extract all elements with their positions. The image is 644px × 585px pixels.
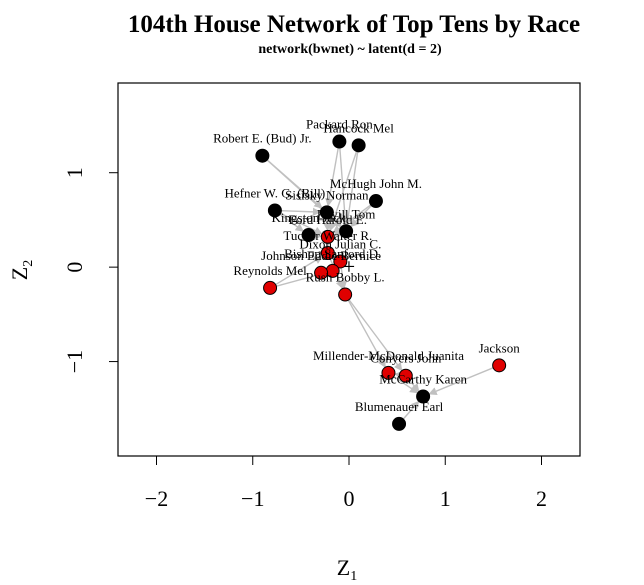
node-label-johnson-eddie-bernice: Johnson Eddie Bernice [261,248,381,263]
edge-hefner-w-g-bill-to-kingston-jack [279,213,305,232]
node-label-mchugh-john-m: McHugh John M. [330,176,422,191]
node-label-jackson: Jackson [479,340,521,355]
edge-bevill-tom-to-ford-harold-e [333,228,343,237]
node-jackson [492,358,507,373]
edge-hancock-mel-to-ford-harold-e [328,151,358,232]
node-label-bevill-tom: Bevill Tom [317,206,375,221]
node-label-millender-mcdonald-juanita: Millender-McDonald Juanita [313,348,464,363]
x-axis-label: Z1 [337,555,357,584]
node-ford-harold-e [320,229,335,244]
node-bevill-tom [339,224,354,239]
y-tick-label: 1 [62,167,87,178]
node-label-hefner-w-g-bill: Hefner W. G. (Bill) [225,185,326,200]
edge-rush-bobby-l-to-conyers-john [348,299,403,372]
x-tick-label: 2 [536,486,547,511]
nodes-layer [255,134,507,431]
y-tick-label: −1 [62,350,87,373]
node-label-sisisky-norman: Sisisky Norman [285,187,369,202]
edge-hefner-w-g-bill-to-sisisky-norman [281,207,322,217]
node-label-tucker-walter-r: Tucker Walter R. [283,228,372,243]
node-rush-bobby-l [338,287,353,302]
x-tick-label: 1 [440,486,451,511]
chart-subtitle: network(bwnet) ~ latent(d = 2) [258,42,442,57]
node-johnson-eddie-bernice [314,265,329,280]
edge-reynolds-mel-to-tucker-walter-r [275,255,323,286]
node-mccarthy-karen [416,389,431,404]
chart-title: 104th House Network of Top Tens by Race [128,11,580,38]
y-axis-label: Z2 [7,260,36,280]
node-millender-mcdonald-juanita [381,365,396,380]
edge-blumenauer-earl-to-mccarthy-karen [402,400,420,420]
edge-rush-bobby-l-to-millender-mcdonald-juanita [347,299,386,368]
edge-packard-ron-to-bevill-tom [339,147,350,226]
node-hancock-mel [351,138,366,153]
edge-sisisky-norman-to-bevill-tom [331,216,343,228]
node-packard-ron [332,134,347,149]
edge-packard-ron-to-sisisky-norman [325,147,339,207]
y-axis-label-main: Z [7,267,32,280]
node-label-bishop-sanford-d: Bishop Sanford D. [284,246,381,261]
node-label-conyers-john: Conyers John [370,351,442,366]
node-label-kingston-jack: Kingston Jack [272,210,347,225]
node-label-hancock-mel: Hancock Mel [323,120,394,135]
edge-mchugh-john-m-to-bevill-tom [350,205,372,228]
node-mchugh-john-m [368,194,383,209]
node-blumenauer-earl [392,416,407,431]
node-label-robert-e-bud-jr: Robert E. (Bud) Jr. [213,131,312,146]
y-axis-label-subscript: 2 [21,260,36,267]
node-dixon-julian-c [333,254,348,269]
node-label-rush-bobby-l: Rush Bobby L. [306,270,385,285]
x-axis-label-subscript: 1 [350,569,357,584]
edge-conyers-john-to-millender-mcdonald-juanita [394,371,404,380]
node-label-blumenauer-earl: Blumenauer Earl [355,399,444,414]
node-label-ford-harold-e: Ford Harold E. [289,212,367,227]
node-sisisky-norman [319,205,334,220]
node-label-mccarthy-karen: McCarthy Karen [379,372,467,387]
edge-kingston-jack-to-ford-harold-e [313,231,323,240]
x-tick-label: 0 [344,486,355,511]
node-kingston-jack [301,228,316,243]
node-hefner-w-g-bill [267,203,282,218]
node-label-packard-ron: Packard Ron [306,117,373,132]
edge-mchugh-john-m-to-ford-harold-e [332,204,372,234]
node-robert-e-bud-jr [255,148,270,163]
node-label-dixon-julian-c: Dixon Julian C. [299,236,381,251]
edge-dixon-julian-c-to-rush-bobby-l [338,267,348,289]
edge-jackson-to-mccarthy-karen [428,367,494,396]
x-tick-label: −2 [145,486,168,511]
node-tucker-walter-r [320,245,335,260]
x-tick-label: −1 [241,486,264,511]
y-tick-label: 0 [62,262,87,273]
node-label-reynolds-mel: Reynolds Mel [233,263,307,278]
node-reynolds-mel [263,280,278,295]
edge-hancock-mel-to-bevill-tom [343,151,359,226]
y-axis: −1 0 1 [62,167,118,373]
x-axis: −2 −1 0 1 2 [145,456,547,511]
latent-center-marker: + [343,254,355,279]
node-conyers-john [398,368,413,383]
x-axis-label-main: Z [337,555,350,580]
